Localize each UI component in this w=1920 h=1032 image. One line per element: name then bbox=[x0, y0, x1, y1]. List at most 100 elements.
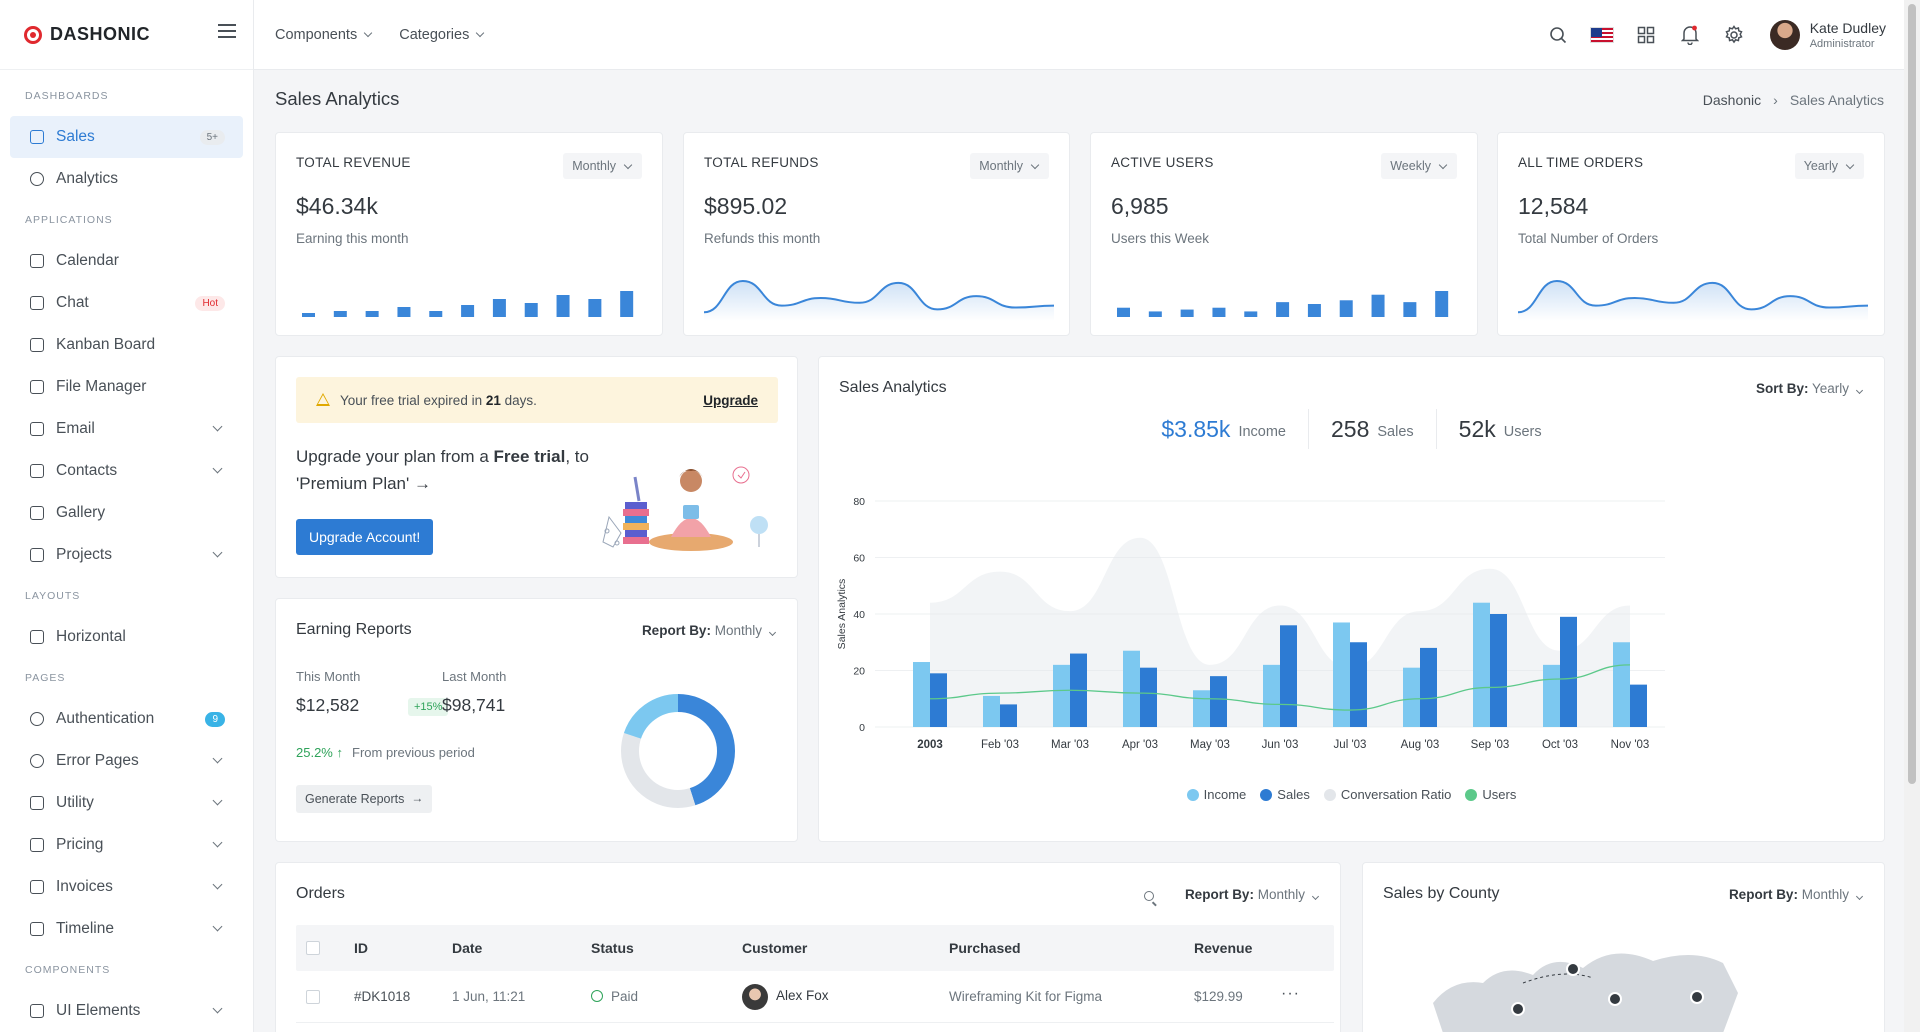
col-id[interactable]: ID bbox=[354, 940, 368, 956]
col-customer[interactable]: Customer bbox=[742, 940, 808, 956]
briefcase-icon bbox=[30, 548, 44, 562]
sidebar-item-invoices[interactable]: Invoices bbox=[10, 866, 243, 908]
spark-bar bbox=[333, 311, 347, 317]
stat-period-dropdown[interactable]: Weekly bbox=[1381, 153, 1457, 179]
legend-item[interactable]: Income bbox=[1186, 787, 1247, 802]
world-map[interactable] bbox=[1423, 923, 1743, 1032]
sidebar-item-contacts[interactable]: Contacts bbox=[10, 450, 243, 492]
breadcrumb-root[interactable]: Dashonic bbox=[1702, 92, 1762, 108]
legend-item[interactable]: Conversation Ratio bbox=[1323, 787, 1451, 802]
county-title: Sales by County bbox=[1383, 885, 1500, 902]
sidebar-item-file-manager[interactable]: File Manager bbox=[10, 366, 243, 408]
report-by-label: Report By: bbox=[1184, 887, 1254, 902]
select-all-checkbox[interactable] bbox=[306, 941, 320, 955]
sidebar-item-error-pages[interactable]: Error Pages bbox=[10, 740, 243, 782]
alert-circle-icon bbox=[30, 754, 44, 768]
chevron-down-icon bbox=[768, 628, 777, 637]
sort-by-dropdown[interactable]: Sort By: Yearly bbox=[1756, 381, 1864, 396]
chevron-down-icon bbox=[212, 879, 223, 890]
spark-bar bbox=[1403, 302, 1417, 317]
upgrade-account-button[interactable]: Upgrade Account! bbox=[296, 519, 434, 555]
kpi-value: 258 bbox=[1331, 415, 1370, 442]
bell-icon[interactable] bbox=[1668, 13, 1712, 57]
contacts-icon bbox=[30, 464, 44, 478]
sidebar-item-calendar[interactable]: Calendar bbox=[10, 240, 243, 282]
spark-bar bbox=[461, 305, 475, 317]
gear-icon[interactable] bbox=[1712, 13, 1756, 57]
file-text-icon bbox=[30, 796, 44, 810]
county-period-dropdown[interactable]: Report By: Monthly bbox=[1729, 887, 1864, 902]
sidebar-item-pricing[interactable]: Pricing bbox=[10, 824, 243, 866]
file-icon bbox=[30, 880, 44, 894]
more-actions-icon[interactable]: ··· bbox=[1281, 985, 1300, 1002]
menu-toggle-icon[interactable] bbox=[218, 24, 236, 38]
legend-label: Income bbox=[1203, 787, 1247, 802]
scrollbar-thumb[interactable] bbox=[1908, 4, 1916, 784]
upgrade-msg-a: Upgrade your plan from a bbox=[296, 447, 489, 466]
sidebar-item-chat[interactable]: Chat Hot bbox=[10, 282, 243, 324]
sidebar-item-gallery[interactable]: Gallery bbox=[10, 492, 243, 534]
sidebar-item-email[interactable]: Email bbox=[10, 408, 243, 450]
sort-by-value: Yearly bbox=[1811, 381, 1849, 396]
col-revenue[interactable]: Revenue bbox=[1194, 940, 1253, 956]
apps-grid-icon[interactable] bbox=[1624, 13, 1668, 57]
breadcrumb-current: Sales Analytics bbox=[1789, 92, 1884, 108]
bar-income bbox=[913, 662, 930, 727]
spark-bar bbox=[1371, 294, 1385, 317]
legend-item[interactable]: Sales bbox=[1260, 787, 1310, 802]
kpi-label: Sales bbox=[1377, 424, 1414, 440]
search-icon[interactable] bbox=[1536, 13, 1580, 57]
orders-period-dropdown[interactable]: Report By: Monthly bbox=[1184, 887, 1320, 902]
sidebar-item-timeline[interactable]: Timeline bbox=[10, 908, 243, 950]
top-menu-categories[interactable]: Categories bbox=[399, 27, 485, 43]
sidebar-item-label: Calendar bbox=[56, 252, 119, 269]
sidebar-item-label: Utility bbox=[56, 794, 94, 811]
stat-subtitle: Refunds this month bbox=[704, 231, 821, 246]
sidebar-item-authentication[interactable]: Authentication 9 bbox=[10, 698, 243, 740]
sidebar-item-utility[interactable]: Utility bbox=[10, 782, 243, 824]
sidebar-item-analytics[interactable]: Analytics bbox=[10, 158, 243, 200]
page-scrollbar[interactable] bbox=[1904, 0, 1920, 1032]
legend-item[interactable]: Users bbox=[1465, 787, 1516, 802]
user-menu[interactable]: Kate Dudley Administrator bbox=[1810, 20, 1886, 50]
generate-reports-button[interactable]: Generate Reports bbox=[296, 785, 433, 813]
brand-logo[interactable]: DASHONIC bbox=[0, 0, 253, 70]
user-avatar[interactable] bbox=[1769, 20, 1800, 50]
trial-card: Your free trial expired in 21 days. Upgr… bbox=[275, 356, 798, 578]
spark-bar bbox=[1276, 302, 1290, 317]
stat-period-dropdown[interactable]: Monthly bbox=[563, 153, 642, 179]
sidebar-item-horizontal[interactable]: Horizontal bbox=[10, 616, 243, 658]
user-role: Administrator bbox=[1809, 38, 1875, 50]
search-icon[interactable] bbox=[1144, 891, 1154, 901]
sidebar-item-ui-elements[interactable]: UI Elements bbox=[10, 990, 243, 1032]
x-tick-label: Aug '03 bbox=[1401, 739, 1440, 751]
kpi-value: 52k bbox=[1458, 415, 1496, 442]
spark-bar bbox=[1339, 300, 1353, 317]
sidebar-item-projects[interactable]: Projects bbox=[10, 534, 243, 576]
spark-bar bbox=[1212, 307, 1226, 317]
col-status[interactable]: Status bbox=[591, 940, 634, 956]
upgrade-link[interactable]: Upgrade bbox=[703, 393, 758, 408]
order-id[interactable]: #DK1018 bbox=[354, 989, 411, 1004]
spark-bar bbox=[524, 303, 538, 317]
trial-days: 21 bbox=[485, 393, 501, 408]
sidebar-item-sales[interactable]: Sales 5+ bbox=[10, 116, 243, 158]
col-date[interactable]: Date bbox=[452, 940, 483, 956]
row-checkbox[interactable] bbox=[306, 990, 320, 1004]
bar-income bbox=[1193, 690, 1210, 727]
section-pages: PAGES bbox=[25, 672, 66, 684]
stat-period-dropdown[interactable]: Yearly bbox=[1794, 153, 1864, 179]
x-tick-label: May '03 bbox=[1190, 739, 1230, 751]
chevron-down-icon bbox=[212, 463, 223, 474]
stat-period-dropdown[interactable]: Monthly bbox=[970, 153, 1049, 179]
flag-icon[interactable] bbox=[1580, 13, 1624, 57]
earning-period-dropdown[interactable]: Report By: Monthly bbox=[642, 623, 777, 638]
customer-name[interactable]: Alex Fox bbox=[776, 988, 829, 1003]
col-purchased[interactable]: Purchased bbox=[949, 940, 1021, 956]
top-menu-components[interactable]: Components bbox=[275, 27, 373, 43]
table-row[interactable]: #DK1018 1 Jun, 11:21 Paid Alex Fox Wiref… bbox=[296, 971, 1334, 1023]
sidebar-item-kanban[interactable]: Kanban Board bbox=[10, 324, 243, 366]
y-tick-label: 60 bbox=[853, 553, 865, 565]
stat-sparkline bbox=[1518, 279, 1868, 321]
stat-subtitle: Earning this month bbox=[296, 231, 409, 246]
